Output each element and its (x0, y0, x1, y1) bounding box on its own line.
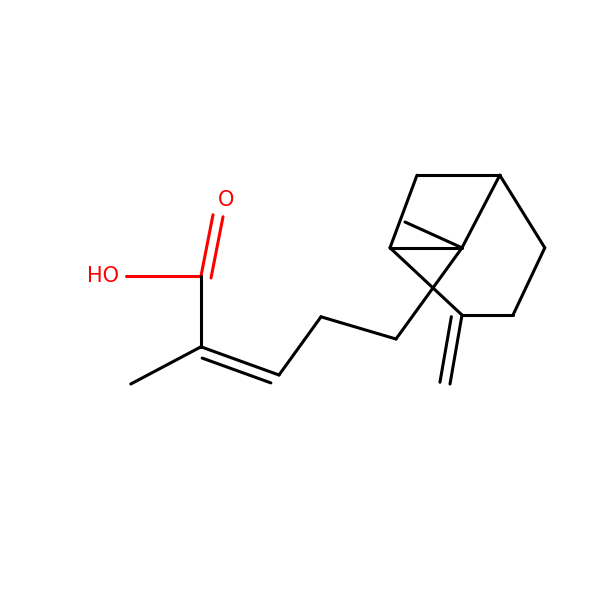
Text: O: O (218, 190, 234, 210)
Text: HO: HO (87, 266, 119, 286)
